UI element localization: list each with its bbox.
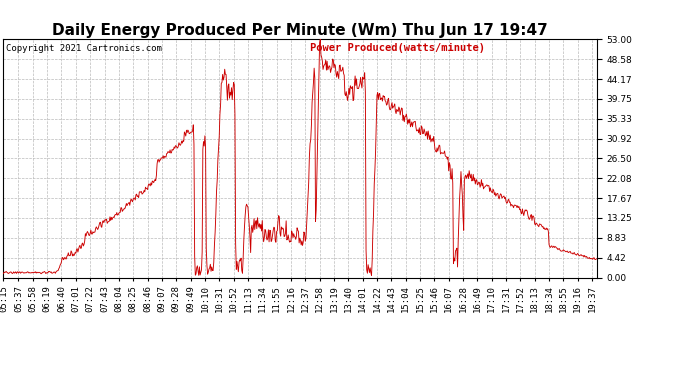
Text: Copyright 2021 Cartronics.com: Copyright 2021 Cartronics.com: [6, 44, 161, 52]
Title: Daily Energy Produced Per Minute (Wm) Thu Jun 17 19:47: Daily Energy Produced Per Minute (Wm) Th…: [52, 23, 548, 38]
Text: Power Produced(watts/minute): Power Produced(watts/minute): [310, 43, 486, 52]
